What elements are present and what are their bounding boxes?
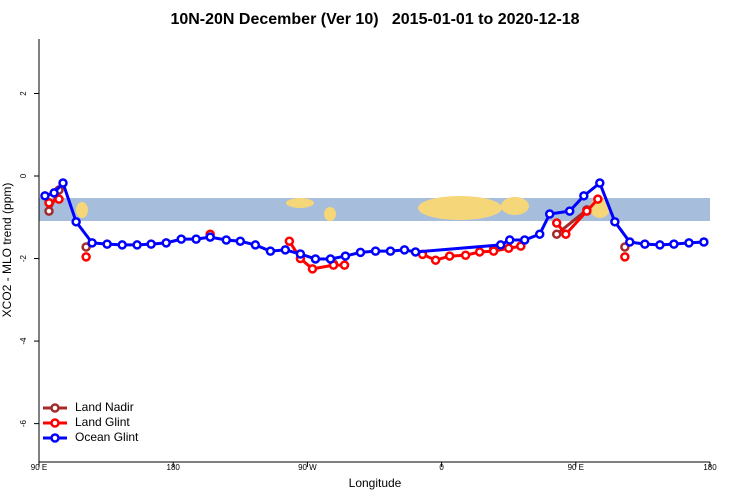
- data-point: [49, 188, 59, 198]
- legend-label: Land Glint: [75, 415, 130, 429]
- data-point: [593, 194, 603, 204]
- data-point: [370, 246, 381, 256]
- legend-label: Ocean Glint: [75, 430, 139, 444]
- data-point: [250, 240, 261, 250]
- data-point: [102, 239, 112, 249]
- data-point: [325, 254, 336, 264]
- y-tick-label: -2: [19, 254, 28, 262]
- data-point: [146, 239, 156, 249]
- data-point: [669, 239, 679, 249]
- data-point: [504, 235, 515, 245]
- legend-marker: [50, 433, 60, 443]
- data-point: [280, 245, 291, 255]
- data-point: [205, 232, 215, 242]
- data-point: [58, 178, 68, 188]
- data-point: [40, 191, 50, 201]
- data-point: [87, 238, 97, 248]
- data-point: [444, 251, 455, 261]
- x-tick-label: 90 E: [568, 463, 584, 472]
- data-point: [620, 252, 630, 262]
- y-tick-label: 0: [19, 173, 28, 178]
- data-point: [534, 229, 545, 239]
- data-point: [684, 238, 694, 248]
- data-point: [488, 246, 499, 256]
- data-point: [551, 229, 562, 239]
- data-point: [582, 206, 592, 216]
- x-tick-label: 90 E: [31, 463, 47, 472]
- data-point: [81, 242, 91, 252]
- data-point: [235, 236, 246, 246]
- data-point: [71, 217, 81, 227]
- data-point: [519, 235, 530, 245]
- data-point: [460, 250, 471, 260]
- data-point: [307, 264, 318, 274]
- data-point: [551, 218, 562, 228]
- data-point: [295, 249, 306, 259]
- chart-title: 10N-20N December (Ver 10) 2015-01-01 to …: [170, 11, 579, 28]
- x-tick-label: 90 W: [298, 463, 317, 472]
- legend-marker: [50, 403, 60, 413]
- legend-label: Land Nadir: [75, 400, 134, 414]
- data-point: [430, 255, 441, 265]
- legend-marker: [50, 418, 60, 428]
- data-point: [595, 178, 605, 188]
- data-point: [54, 194, 64, 204]
- data-point: [132, 240, 142, 250]
- data-point: [265, 246, 276, 256]
- data-point: [81, 252, 91, 262]
- data-point: [221, 235, 232, 245]
- data-point: [117, 240, 127, 250]
- x-tick-label: 180: [167, 463, 181, 472]
- data-point: [355, 247, 366, 258]
- data-point: [579, 191, 589, 201]
- data-point: [44, 206, 54, 216]
- data-point: [655, 240, 665, 250]
- data-point: [474, 247, 485, 257]
- y-tick-label: -6: [19, 420, 28, 428]
- data-point: [340, 251, 351, 261]
- x-tick-label: 0: [439, 463, 444, 472]
- data-point: [339, 260, 350, 270]
- data-point: [544, 209, 555, 219]
- y-tick-label: 2: [19, 91, 28, 96]
- data-point: [44, 198, 54, 208]
- data-point: [284, 236, 295, 246]
- data-point: [161, 238, 171, 248]
- data-point: [399, 245, 410, 255]
- data-point: [564, 206, 575, 216]
- y-tick-label: -4: [19, 337, 28, 345]
- y-axis-label: XCO2 - MLO trend (ppm): [0, 183, 14, 318]
- data-point: [176, 234, 187, 244]
- data-point: [191, 234, 201, 244]
- map-strip: [39, 196, 710, 221]
- x-tick-label: 180: [703, 463, 717, 472]
- data-point: [385, 246, 396, 256]
- data-point: [310, 254, 321, 264]
- data-point: [610, 217, 620, 227]
- data-point: [503, 243, 514, 253]
- data-point: [410, 247, 421, 257]
- data-point: [561, 229, 571, 239]
- data-point: [495, 240, 506, 250]
- data-point: [625, 237, 635, 247]
- data-point: [699, 237, 709, 247]
- data-point: [640, 239, 650, 249]
- x-axis-label: Longitude: [349, 476, 402, 490]
